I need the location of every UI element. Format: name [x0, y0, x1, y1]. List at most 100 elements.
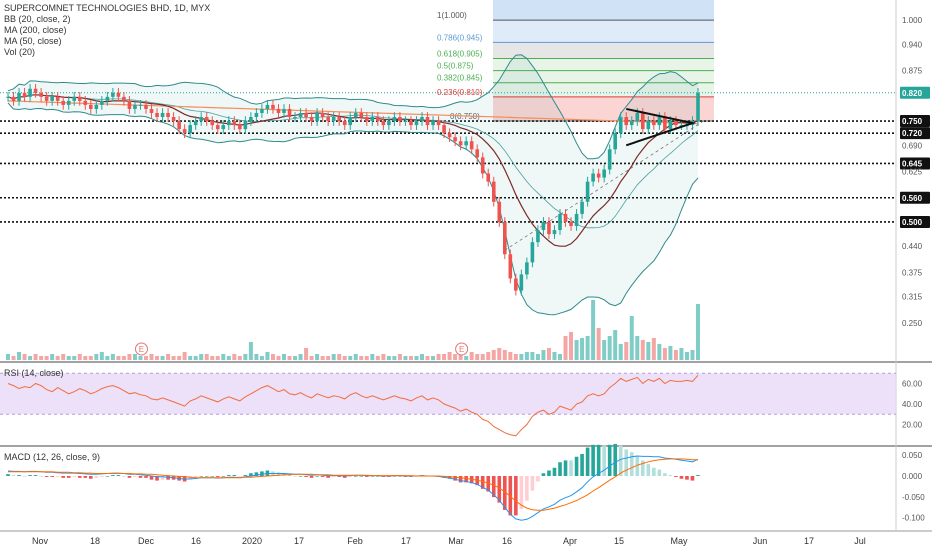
- fib-label: 0.382(0.845): [437, 74, 483, 83]
- price-axis-label: 1.000: [902, 16, 923, 25]
- fib-label: 1(1.000): [437, 11, 467, 20]
- macd-histogram-bar: [122, 476, 126, 477]
- rsi-pane-label[interactable]: RSI (14, close): [4, 368, 64, 378]
- macd-histogram-bar: [398, 476, 402, 477]
- price-axis-label: 0.440: [902, 242, 923, 251]
- candle-body: [353, 112, 358, 118]
- volume-bar: [132, 354, 137, 360]
- candle-body: [657, 117, 662, 126]
- volume-bar: [166, 354, 171, 360]
- volume-bar: [94, 354, 99, 360]
- candle-body: [100, 100, 104, 105]
- macd-histogram-bar: [260, 471, 264, 476]
- volume-bar: [287, 356, 292, 360]
- macd-histogram-bar: [61, 476, 65, 478]
- macd-histogram-bar: [458, 476, 463, 483]
- volume-bar: [348, 356, 353, 360]
- candle-body: [541, 221, 546, 231]
- candle-body: [221, 125, 226, 130]
- volume-bar: [304, 348, 309, 360]
- macd-histogram-bar: [127, 476, 132, 478]
- volume-bar: [199, 354, 204, 360]
- volume-bar: [237, 356, 242, 360]
- macd-pane-label[interactable]: MACD (12, 26, close, 9): [4, 452, 101, 462]
- price-axis-highlight: [900, 86, 930, 99]
- candle-body: [365, 117, 369, 122]
- time-axis-label: Apr: [563, 536, 577, 546]
- candle-body: [28, 88, 32, 97]
- macd-histogram-bar: [111, 475, 115, 476]
- price-axis-label: 0.625: [902, 168, 923, 177]
- candle-body: [77, 96, 82, 101]
- indicator-ma50[interactable]: MA (50, close): [4, 36, 62, 46]
- candle-body: [210, 121, 215, 126]
- volume-bar: [193, 356, 198, 360]
- indicator-ma200[interactable]: MA (200, close): [4, 25, 67, 35]
- volume-bar: [248, 342, 253, 360]
- volume-bar: [182, 352, 187, 360]
- candle-body: [116, 92, 121, 97]
- volume-bar: [580, 338, 585, 360]
- indicator-bb[interactable]: BB (20, close, 2): [4, 14, 71, 24]
- macd-histogram-bar: [11, 475, 16, 476]
- volume-bar: [6, 354, 10, 360]
- price-axis-label: 0.940: [902, 40, 923, 49]
- candle-body: [72, 96, 77, 101]
- candle-body: [398, 117, 402, 122]
- candle-body: [387, 121, 391, 126]
- volume-bar: [77, 354, 82, 360]
- macd-histogram-bar: [193, 476, 198, 478]
- fib-zone: [493, 82, 714, 97]
- volume-bar: [530, 352, 535, 360]
- macd-histogram-bar: [514, 476, 518, 516]
- candle-body: [94, 104, 99, 109]
- triangle-pattern: [625, 107, 697, 147]
- candle-body: [298, 112, 303, 118]
- volume-bar: [127, 354, 132, 360]
- volume-bar: [226, 356, 231, 360]
- volume-bar: [558, 354, 562, 360]
- macd-histogram-bar: [320, 476, 325, 477]
- macd-histogram-bar: [447, 476, 452, 479]
- candle-body: [618, 117, 623, 134]
- volume-bar: [149, 354, 154, 360]
- macd-histogram-bar: [254, 472, 259, 476]
- candle-body: [348, 117, 353, 126]
- candle-body: [475, 149, 479, 158]
- volume-bar: [585, 336, 590, 360]
- candle-body: [646, 121, 651, 130]
- bollinger-lower: [7, 102, 699, 316]
- candle-body: [33, 88, 38, 93]
- candle-body: [591, 173, 595, 182]
- volume-bar: [442, 354, 447, 360]
- volume-bar: [210, 356, 215, 360]
- macd-histogram-bar: [624, 449, 629, 476]
- volume-bar: [243, 354, 248, 360]
- volume-bar: [458, 354, 463, 360]
- macd-histogram-bar: [144, 476, 148, 478]
- price-axis-label: 0.315: [902, 293, 923, 302]
- macd-histogram-bar: [629, 452, 634, 476]
- candle-body: [652, 121, 656, 126]
- candle-body: [44, 96, 49, 101]
- earnings-marker: [455, 342, 469, 356]
- candle-body: [83, 100, 88, 105]
- macd-histogram-bar: [77, 476, 82, 478]
- time-axis-label: 17: [804, 536, 814, 546]
- volume-bar: [254, 354, 259, 360]
- volume-bar: [386, 356, 391, 360]
- macd-histogram-bar: [607, 444, 612, 476]
- candle-body: [425, 117, 430, 126]
- macd-histogram-bar: [668, 475, 673, 476]
- macd-axis-label: -0.100: [902, 514, 925, 523]
- candle-body: [17, 92, 21, 101]
- volume-bar: [144, 356, 148, 360]
- indicator-volume[interactable]: Vol (20): [4, 47, 36, 57]
- ma50-line: [7, 94, 699, 247]
- macd-histogram-bar: [547, 470, 551, 476]
- time-axis-label: Mar: [448, 536, 464, 546]
- candle-body: [480, 157, 485, 174]
- volume-bar: [569, 332, 574, 360]
- candle-body: [50, 96, 54, 101]
